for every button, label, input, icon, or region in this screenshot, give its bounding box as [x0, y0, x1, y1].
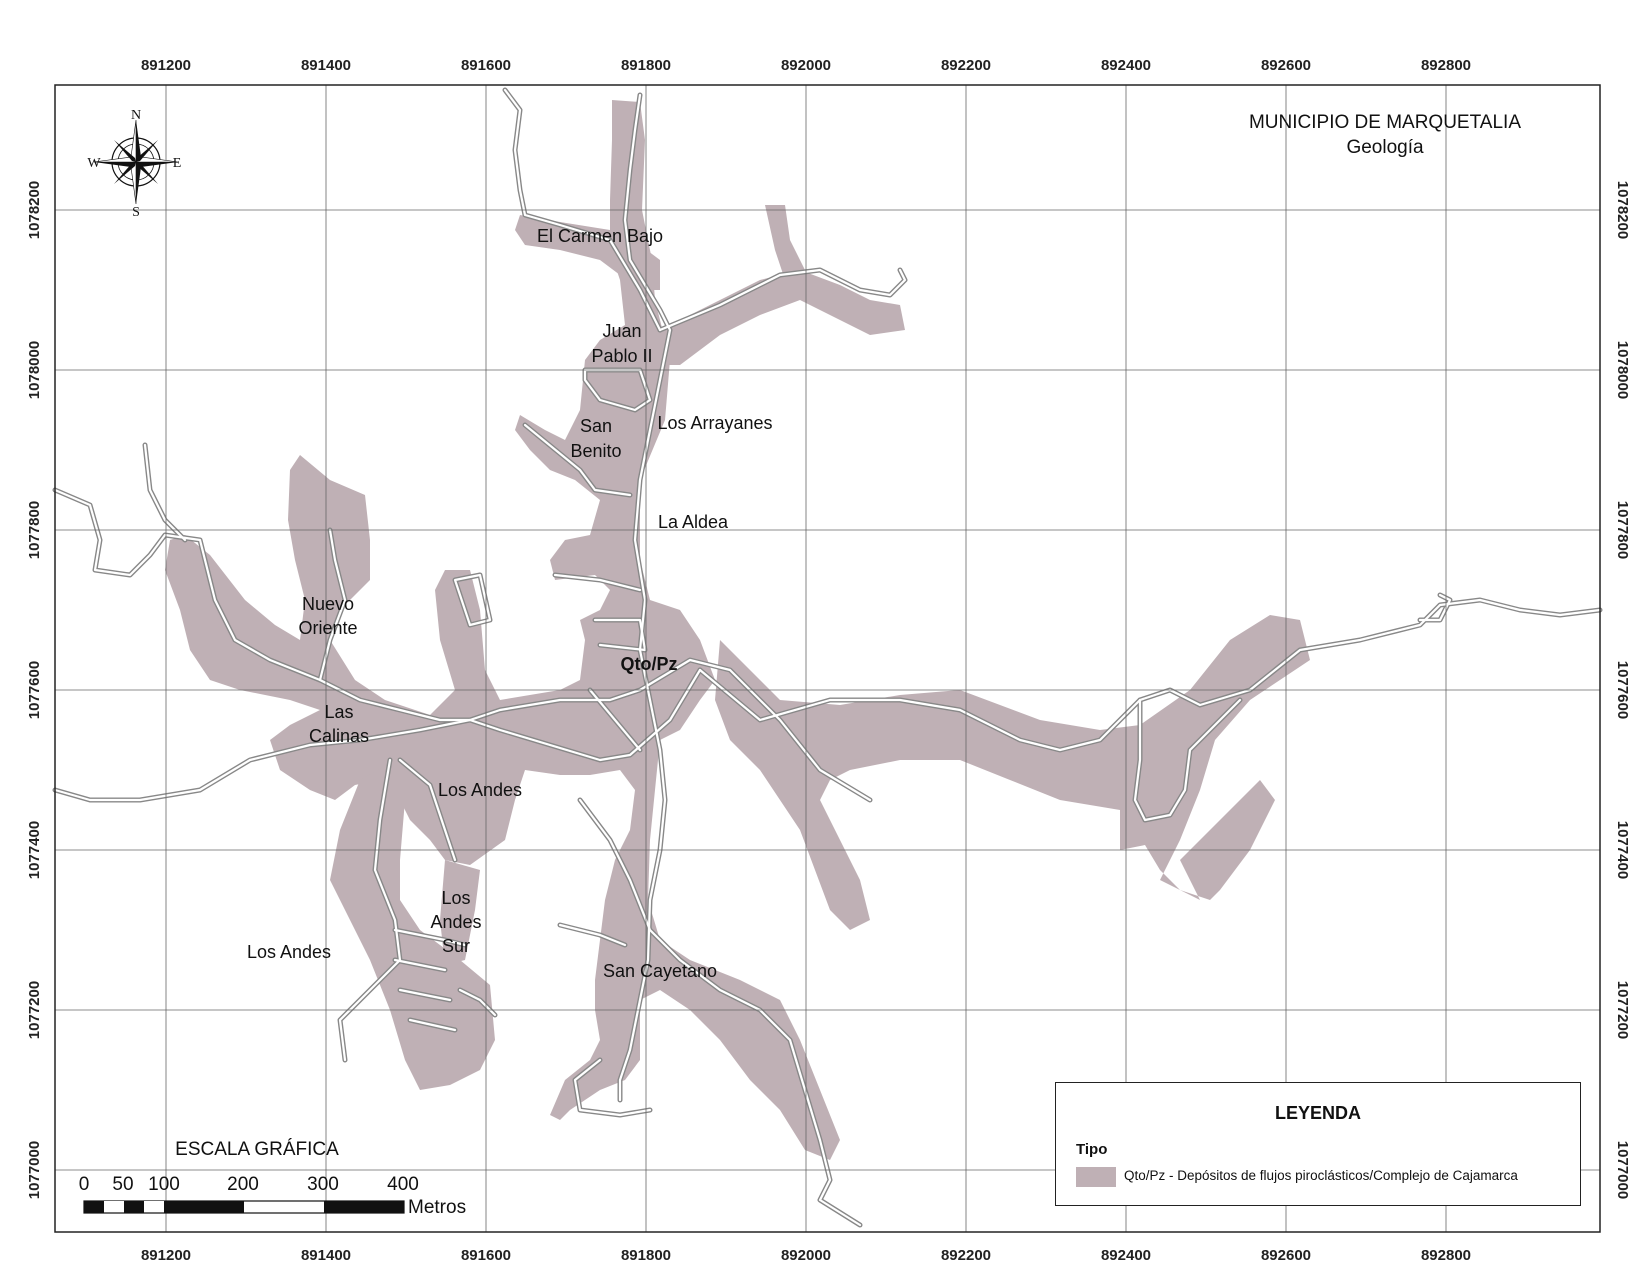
scale-label: 100	[148, 1174, 180, 1195]
deposit-central	[165, 100, 840, 1160]
place-label: Nuevo	[302, 594, 354, 614]
y-tick-label: 1078200	[1614, 181, 1631, 239]
place-label: Calinas	[309, 726, 369, 746]
legend-item-label: Qto/Pz - Depósitos de flujos piroclástic…	[1124, 1168, 1518, 1183]
place-label: Pablo II	[591, 346, 652, 366]
place-label: Los Arrayanes	[657, 413, 772, 433]
x-tick-label: 892600	[1261, 57, 1311, 74]
compass-rose-icon: N S E W	[87, 108, 181, 220]
map-title: MUNICIPIO DE MARQUETALIA	[1249, 112, 1521, 133]
x-tick-label: 892400	[1101, 57, 1151, 74]
legend-subtitle: Tipo	[1076, 1141, 1108, 1158]
roads	[52, 87, 1603, 1228]
y-tick-label: 1078000	[26, 341, 43, 399]
y-ticks-left: 1078200 1078000 1077800 1077600 1077400 …	[26, 181, 43, 1199]
y-tick-label: 1077200	[26, 981, 43, 1039]
x-tick-label: 892000	[781, 1247, 831, 1264]
legend-title: LEYENDA	[1274, 1103, 1361, 1123]
y-tick-label: 1077800	[26, 501, 43, 559]
x-ticks-bottom: 891200 891400 891600 891800 892000 89220…	[141, 1247, 1471, 1264]
scale-label: 200	[227, 1174, 259, 1195]
x-tick-label: 892000	[781, 57, 831, 74]
x-ticks-top: 891200 891400 891600 891800 892000 89220…	[141, 57, 1471, 74]
y-tick-label: 1077400	[1614, 821, 1631, 879]
x-tick-label: 892400	[1101, 1247, 1151, 1264]
y-tick-label: 1077000	[26, 1141, 43, 1199]
x-tick-label: 891200	[141, 57, 191, 74]
place-label: Los Andes	[438, 780, 522, 800]
compass-south: S	[132, 205, 140, 220]
deposit-el-carmen	[515, 215, 660, 290]
place-label: Andes	[430, 912, 481, 932]
y-tick-label: 1077000	[1614, 1141, 1631, 1199]
x-tick-label: 892200	[941, 57, 991, 74]
x-tick-label: 891600	[461, 1247, 511, 1264]
y-tick-label: 1077600	[26, 661, 43, 719]
place-label: Oriente	[298, 618, 357, 638]
y-tick-label: 1078000	[1614, 341, 1631, 399]
x-tick-label: 891200	[141, 1247, 191, 1264]
y-tick-label: 1077400	[26, 821, 43, 879]
place-label: Los	[441, 888, 470, 908]
place-label: Juan	[602, 321, 641, 341]
geology-unit-label: Qto/Pz	[621, 654, 678, 674]
scale-label: 300	[307, 1174, 339, 1195]
scale-title: ESCALA GRÁFICA	[175, 1139, 339, 1160]
scale-unit: Metros	[408, 1197, 466, 1218]
y-tick-label: 1078200	[26, 181, 43, 239]
scale-bar: ESCALA GRÁFICA 0 50 100 200 300 400 Metr…	[79, 1139, 466, 1218]
x-tick-label: 891400	[301, 1247, 351, 1264]
x-tick-label: 892800	[1421, 1247, 1471, 1264]
compass-west: W	[87, 156, 101, 171]
x-tick-label: 892600	[1261, 1247, 1311, 1264]
place-label: La Aldea	[658, 512, 729, 532]
deposit-east	[715, 615, 1310, 930]
place-label: San Cayetano	[603, 961, 717, 981]
x-tick-label: 891800	[621, 1247, 671, 1264]
place-label: Sur	[442, 936, 470, 956]
place-label: Los Andes	[247, 942, 331, 962]
y-tick-label: 1077600	[1614, 661, 1631, 719]
compass-north: N	[131, 108, 141, 123]
scale-label: 50	[112, 1174, 133, 1195]
deposit-north-east	[660, 270, 905, 365]
x-tick-label: 892800	[1421, 57, 1471, 74]
deposit-north-east-spur	[765, 205, 805, 280]
deposit-south-west	[330, 760, 495, 1090]
x-tick-label: 892200	[941, 1247, 991, 1264]
place-label: Las	[324, 702, 353, 722]
place-labels: El Carmen Bajo Juan Pablo II San Benito …	[247, 226, 773, 981]
y-tick-label: 1077200	[1614, 981, 1631, 1039]
x-tick-label: 891800	[621, 57, 671, 74]
map-frame	[54, 84, 1601, 1233]
x-tick-label: 891400	[301, 57, 351, 74]
scale-label: 400	[387, 1174, 419, 1195]
legend: LEYENDA Tipo Qto/Pz - Depósitos de flujo…	[1055, 1082, 1581, 1206]
y-ticks-right: 1078200 1078000 1077800 1077600 1077400 …	[1614, 181, 1631, 1199]
place-label: Benito	[570, 441, 621, 461]
legend-swatch	[1076, 1167, 1116, 1187]
y-tick-label: 1077800	[1614, 501, 1631, 559]
map-subtitle: Geología	[1346, 137, 1424, 158]
scale-label: 0	[79, 1174, 90, 1195]
place-label: San	[580, 416, 612, 436]
compass-east: E	[173, 156, 182, 171]
place-label: El Carmen Bajo	[537, 226, 663, 246]
x-tick-label: 891600	[461, 57, 511, 74]
